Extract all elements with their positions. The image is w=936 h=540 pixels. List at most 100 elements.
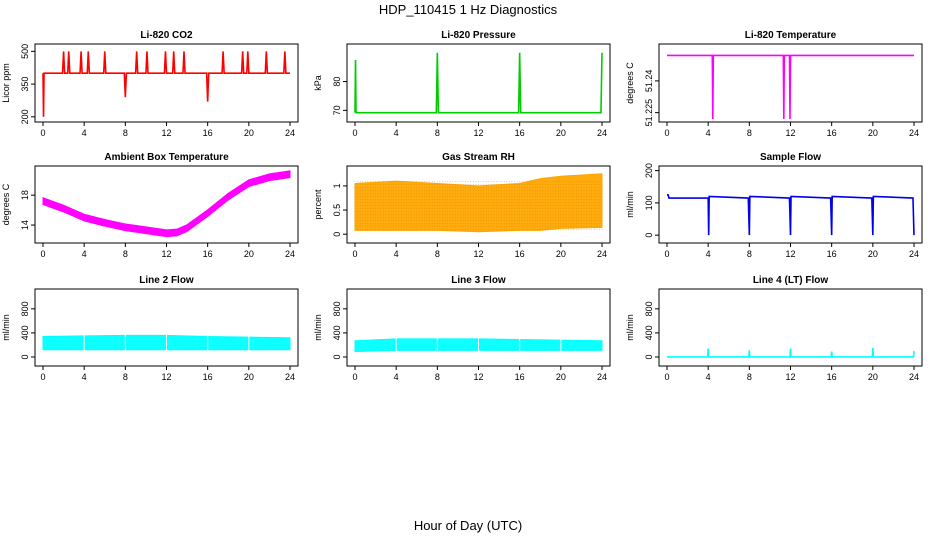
x-tick-label: 4 bbox=[394, 249, 399, 259]
x-tick-label: 20 bbox=[244, 372, 254, 382]
y-tick-label: 0 bbox=[332, 354, 342, 359]
x-tick-label: 4 bbox=[82, 372, 87, 382]
x-tick-label: 16 bbox=[827, 372, 837, 382]
x-tick-label: 20 bbox=[868, 372, 878, 382]
plot-frame bbox=[34, 288, 299, 367]
y-tick-label: 0 bbox=[20, 354, 30, 359]
plot-frame bbox=[346, 288, 611, 367]
x-tick-label: 4 bbox=[82, 249, 87, 259]
x-tick-label: 0 bbox=[664, 249, 669, 259]
panel-9: Line 4 (LT) Flow 0 4 8 12 16 20 24 0 400 800 ml/min bbox=[625, 275, 923, 382]
x-tick-label: 12 bbox=[785, 128, 795, 138]
y-tick-label: 350 bbox=[20, 77, 30, 92]
y-axis-label: percent bbox=[313, 189, 323, 220]
x-tick-label: 0 bbox=[40, 249, 45, 259]
panel-title: Li-820 Pressure bbox=[441, 30, 516, 41]
y-tick-label: 800 bbox=[644, 301, 654, 316]
y-tick-label: 200 bbox=[20, 109, 30, 124]
y-tick-label: 0 bbox=[644, 354, 654, 359]
panel-5: Gas Stream RH 0 4 8 12 16 20 24 0 0.5 1 percent bbox=[313, 152, 611, 259]
series-line bbox=[667, 54, 914, 120]
panel-4: Ambient Box Temperature 0 4 8 12 16 20 24 14 18 de… bbox=[1, 152, 299, 259]
y-tick-label: 800 bbox=[20, 301, 30, 316]
x-tick-label: 16 bbox=[515, 249, 525, 259]
x-axis-label: Hour of Day (UTC) bbox=[413, 518, 523, 533]
x-tick-label: 24 bbox=[285, 372, 295, 382]
x-tick-label: 8 bbox=[435, 128, 440, 138]
y-tick-label: 51.24 bbox=[644, 70, 654, 93]
x-tick-label: 0 bbox=[40, 128, 45, 138]
x-tick-label: 24 bbox=[285, 249, 295, 259]
y-axis-label: degrees C bbox=[1, 183, 11, 225]
x-tick-label: 8 bbox=[435, 372, 440, 382]
x-tick-label: 4 bbox=[706, 249, 711, 259]
x-tick-label: 24 bbox=[909, 128, 919, 138]
series-line bbox=[667, 194, 915, 236]
panel-3: Li-820 Temperature 0 4 8 12 16 20 24 51.225 51.24… bbox=[625, 30, 923, 138]
plot-frame bbox=[34, 43, 299, 123]
x-tick-label: 20 bbox=[868, 128, 878, 138]
y-tick-label: 100 bbox=[644, 195, 654, 210]
x-tick-label: 0 bbox=[40, 372, 45, 382]
x-tick-label: 16 bbox=[515, 372, 525, 382]
y-axis-label: ml/min bbox=[625, 314, 635, 341]
x-tick-label: 24 bbox=[597, 249, 607, 259]
panel-title: Li-820 Temperature bbox=[745, 30, 837, 41]
y-tick-label: 70 bbox=[332, 105, 342, 115]
x-tick-label: 20 bbox=[556, 128, 566, 138]
x-tick-label: 0 bbox=[352, 249, 357, 259]
x-tick-label: 12 bbox=[161, 249, 171, 259]
y-axis-label: kPa bbox=[313, 75, 323, 91]
x-tick-label: 8 bbox=[747, 372, 752, 382]
x-tick-label: 12 bbox=[161, 372, 171, 382]
x-tick-label: 0 bbox=[352, 128, 357, 138]
x-tick-label: 24 bbox=[909, 249, 919, 259]
x-tick-label: 20 bbox=[244, 249, 254, 259]
x-tick-label: 4 bbox=[82, 128, 87, 138]
series-line bbox=[354, 52, 603, 114]
y-tick-label: 0 bbox=[332, 232, 342, 237]
figure-title: HDP_110415 1 Hz Diagnostics bbox=[378, 2, 558, 17]
panel-title: Line 4 (LT) Flow bbox=[753, 275, 829, 286]
y-tick-label: 80 bbox=[332, 77, 342, 87]
panel-title: Line 3 Flow bbox=[451, 275, 506, 286]
series-line bbox=[42, 51, 290, 117]
y-tick-label: 0 bbox=[644, 233, 654, 238]
x-tick-label: 0 bbox=[352, 372, 357, 382]
x-tick-label: 4 bbox=[706, 128, 711, 138]
y-tick-label: 400 bbox=[332, 325, 342, 340]
panel-title: Li-820 CO2 bbox=[140, 30, 193, 41]
x-tick-label: 4 bbox=[394, 128, 399, 138]
panel-title: Sample Flow bbox=[760, 152, 821, 163]
panel-1: Li-820 CO2 0 4 8 12 16 20 24 200 350 500 Licor ppm bbox=[1, 30, 299, 138]
x-tick-label: 8 bbox=[123, 372, 128, 382]
y-axis-label: ml/min bbox=[625, 191, 635, 218]
y-tick-label: 400 bbox=[20, 325, 30, 340]
panel-7: Line 2 Flow 0 4 8 12 16 20 24 0 400 800 ml/min bbox=[1, 275, 299, 382]
x-tick-label: 12 bbox=[473, 249, 483, 259]
x-tick-label: 16 bbox=[515, 128, 525, 138]
y-tick-label: 800 bbox=[332, 301, 342, 316]
series-line bbox=[667, 347, 915, 358]
x-tick-label: 12 bbox=[785, 249, 795, 259]
panel-8: Line 3 Flow 0 4 8 12 16 20 24 0 400 800 ml/min bbox=[313, 275, 611, 382]
y-tick-label: 1 bbox=[332, 183, 342, 188]
x-tick-label: 0 bbox=[664, 128, 669, 138]
x-tick-label: 12 bbox=[161, 128, 171, 138]
x-tick-label: 12 bbox=[473, 372, 483, 382]
x-tick-label: 20 bbox=[556, 372, 566, 382]
x-tick-label: 8 bbox=[123, 249, 128, 259]
series-band bbox=[42, 170, 291, 238]
panel-title: Gas Stream RH bbox=[442, 152, 515, 163]
y-tick-label: 200 bbox=[644, 163, 654, 178]
x-tick-label: 16 bbox=[203, 372, 213, 382]
x-tick-label: 16 bbox=[827, 249, 837, 259]
x-tick-label: 16 bbox=[203, 128, 213, 138]
panel-6: Sample Flow 0 4 8 12 16 20 24 0 100 200 ml/min bbox=[625, 152, 923, 259]
x-tick-label: 24 bbox=[285, 128, 295, 138]
x-tick-label: 8 bbox=[435, 249, 440, 259]
y-tick-label: 400 bbox=[644, 325, 654, 340]
x-tick-label: 20 bbox=[244, 128, 254, 138]
x-tick-label: 16 bbox=[203, 249, 213, 259]
